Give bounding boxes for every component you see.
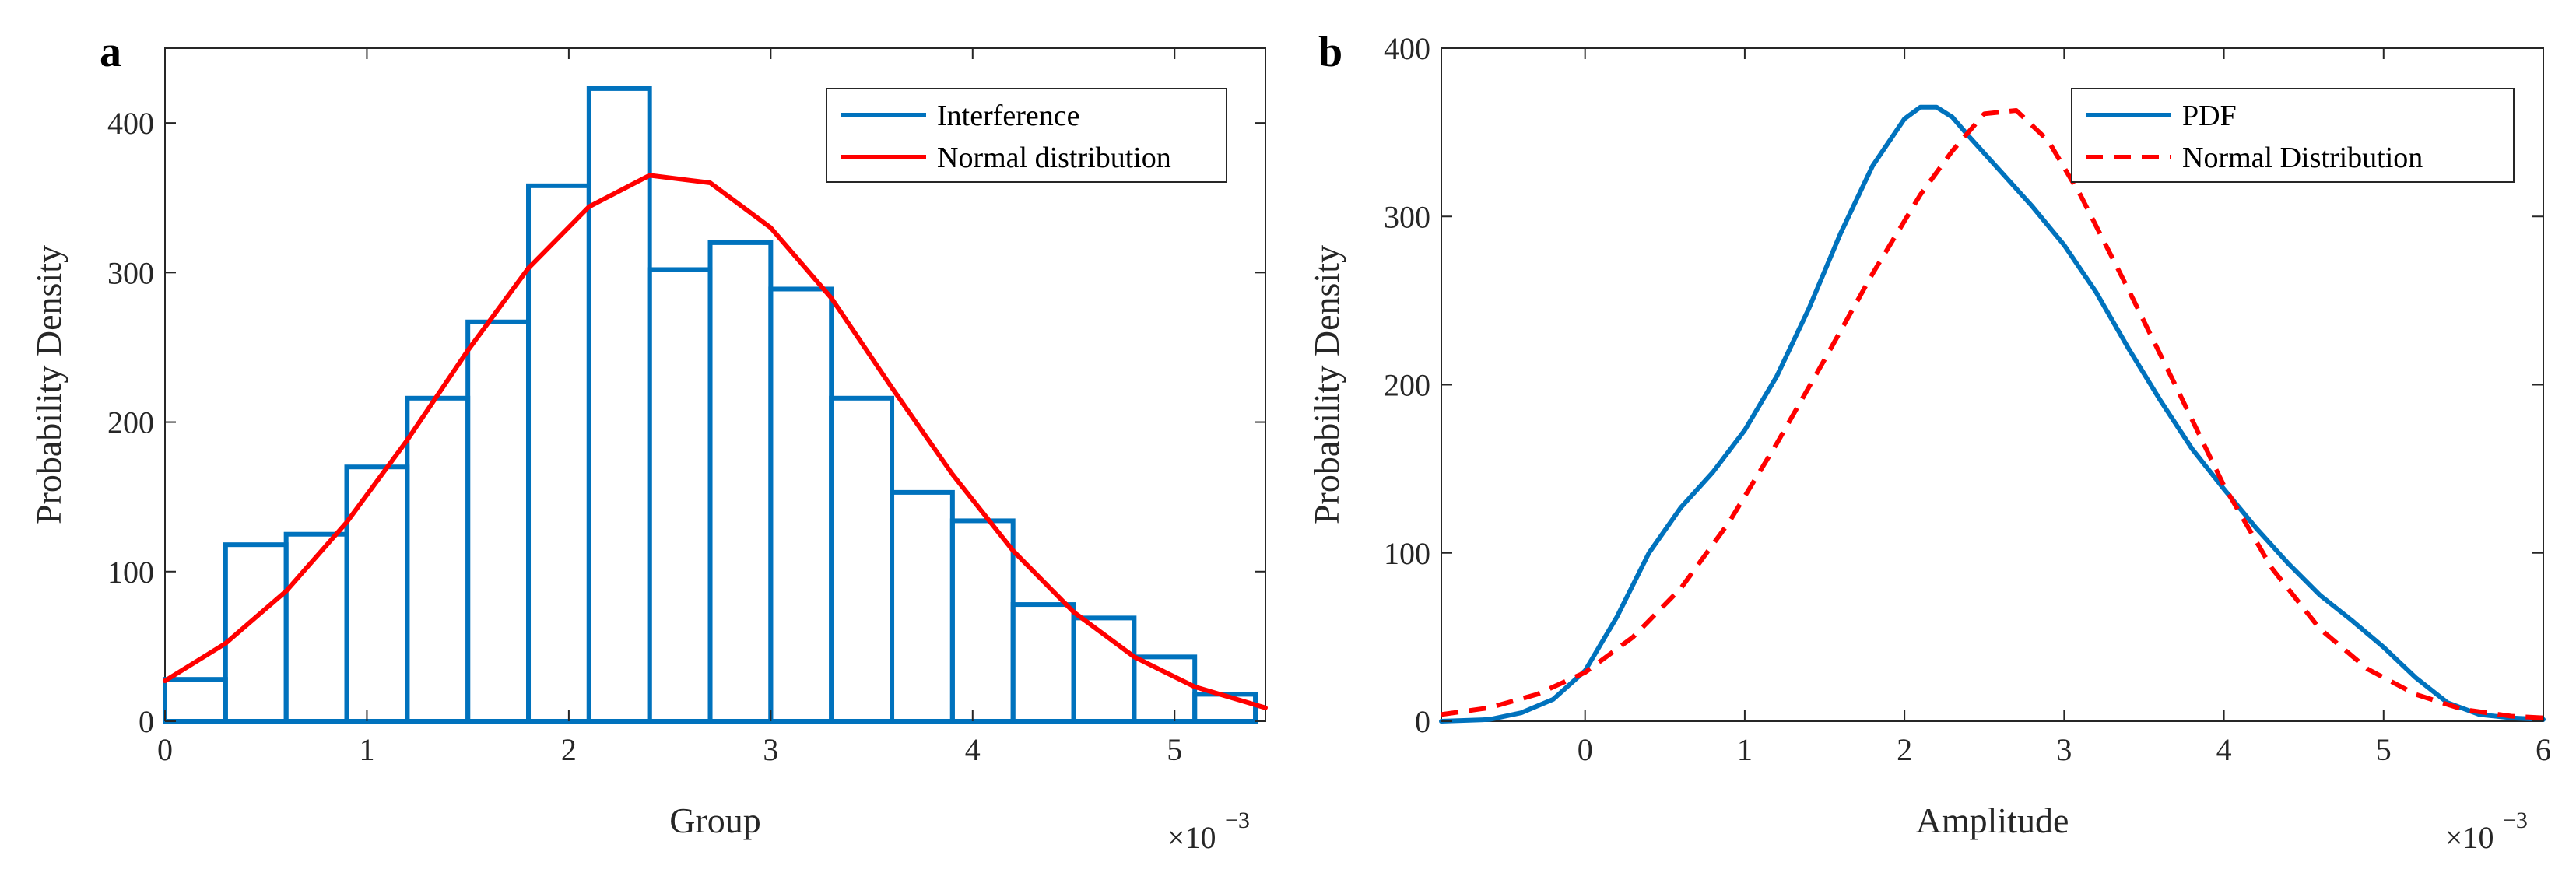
x-tick-label: 3 [2056, 732, 2072, 767]
y-tick-label: 0 [139, 704, 154, 739]
x-axis-label: Amplitude [1916, 801, 2069, 840]
y-tick-label: 100 [1384, 536, 1430, 571]
panel-a: 0 1 2 3 4 5 0 100 200 300 400 Group Probability Dens… [29, 28, 1268, 855]
y-tick-label: 0 [1415, 704, 1430, 739]
x-tick-label: 2 [1897, 732, 1912, 767]
y-tick-label: 200 [107, 405, 154, 440]
y-axis-label: Probability Density [29, 245, 68, 524]
legend-label: Normal distribution [937, 142, 1171, 174]
y-tick-label: 200 [1384, 368, 1430, 403]
x-exponent-power: −3 [2503, 808, 2528, 833]
y-tick-label: 300 [1384, 199, 1430, 234]
y-axis-label: Probability Density [1307, 245, 1346, 524]
x-tick-label: 0 [157, 732, 173, 767]
legend-box [826, 88, 1227, 183]
x-tick-label: 4 [965, 732, 981, 767]
legend-label: Normal Distribution [2182, 142, 2423, 174]
legend-box [2071, 88, 2515, 183]
y-tick-label: 400 [1384, 31, 1430, 66]
panel-b: 0 1 2 3 4 5 6 0 100 200 300 400 Amplitude Probability… [1307, 28, 2551, 855]
x-exponent-base: ×10 [2445, 820, 2494, 855]
x-tick-label: 5 [2376, 732, 2392, 767]
x-tick-label: 6 [2536, 732, 2551, 767]
legend-label: PDF [2182, 100, 2237, 132]
y-tick-label: 400 [107, 106, 154, 141]
x-tick-label: 0 [1578, 732, 1593, 767]
x-tick-label: 3 [763, 732, 778, 767]
x-tick-label: 1 [359, 732, 374, 767]
x-tick-label: 5 [1167, 732, 1182, 767]
x-exponent-power: −3 [1225, 808, 1250, 833]
x-tick-label: 1 [1737, 732, 1753, 767]
panel-letter: a [100, 28, 121, 76]
y-tick-label: 300 [107, 255, 154, 290]
y-tick-label: 100 [107, 555, 154, 590]
x-tick-label: 4 [2216, 732, 2232, 767]
x-exponent-base: ×10 [1167, 820, 1216, 855]
panel-letter: b [1318, 28, 1342, 76]
x-tick-label: 2 [561, 732, 577, 767]
series-line-normal-distribution [163, 173, 1268, 710]
legend-label: Interference [937, 100, 1080, 132]
x-axis-label: Group [669, 801, 761, 840]
